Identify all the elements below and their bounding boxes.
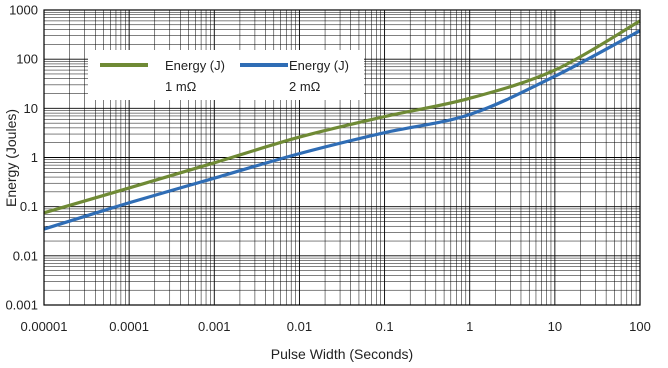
x-tick-label: 0.00001 — [21, 319, 68, 334]
x-tick-label: 0.0001 — [109, 319, 149, 334]
legend-label-series-1: Energy (J) — [165, 58, 225, 73]
legend: Energy (J) 1 mΩ Energy (J) 2 mΩ — [88, 50, 364, 100]
y-tick-label: 0.1 — [20, 199, 38, 214]
legend-box — [88, 50, 364, 100]
legend-sublabel-series-1: 1 mΩ — [165, 79, 197, 94]
y-tick-label: 10 — [24, 101, 38, 116]
x-tick-label: 10 — [548, 319, 562, 334]
x-tick-label: 0.01 — [287, 319, 312, 334]
x-tick-label: 1 — [466, 319, 473, 334]
x-tick-label: 0.1 — [376, 319, 394, 334]
x-tick-labels: 0.00001 0.0001 0.001 0.01 0.1 1 10 100 — [21, 319, 651, 334]
x-axis-title: Pulse Width (Seconds) — [271, 346, 413, 362]
y-tick-label: 1 — [31, 150, 38, 165]
y-tick-label: 1000 — [9, 3, 38, 18]
y-tick-label: 0.01 — [13, 248, 38, 263]
y-tick-labels: 0.001 0.01 0.1 1 10 100 1000 — [5, 3, 38, 313]
series-line-2 — [43, 29, 641, 231]
legend-label-series-2: Energy (J) — [289, 58, 349, 73]
y-tick-label: 0.001 — [5, 298, 38, 313]
x-tick-label: 0.001 — [198, 319, 231, 334]
x-tick-label: 100 — [629, 319, 651, 334]
plot-border — [43, 9, 641, 306]
y-axis-title: Energy (Joules) — [3, 109, 19, 207]
series-line-1 — [43, 19, 641, 215]
legend-sublabel-series-2: 2 mΩ — [289, 79, 321, 94]
series-layer — [43, 19, 641, 231]
y-tick-label: 100 — [16, 52, 38, 67]
